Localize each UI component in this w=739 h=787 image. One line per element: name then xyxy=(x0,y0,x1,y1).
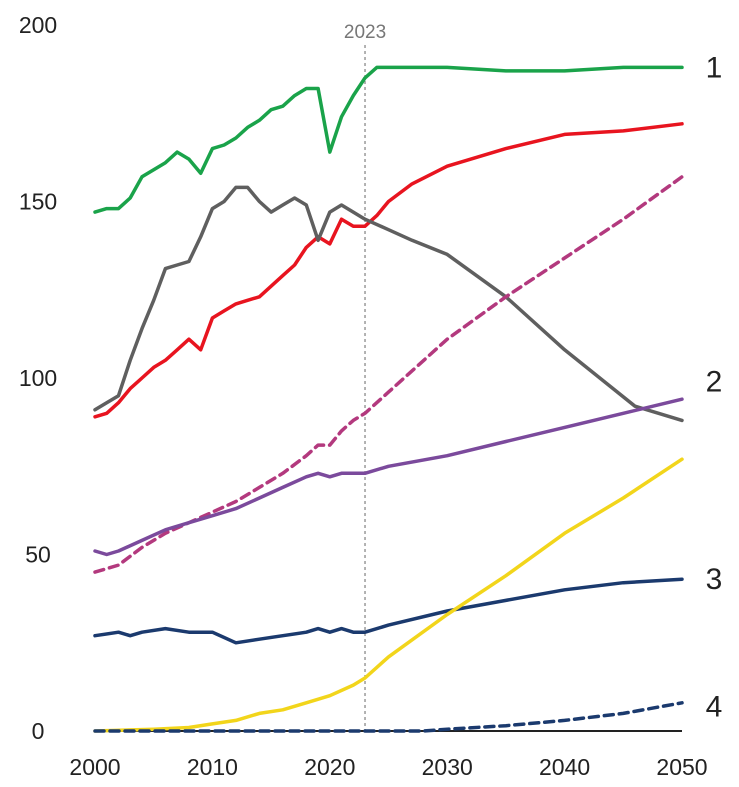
y-tick-label: 50 xyxy=(25,542,51,568)
series-line-1 xyxy=(93,65,684,214)
series-line-8 xyxy=(93,701,684,733)
series-layer xyxy=(93,65,684,733)
series-line-7 xyxy=(93,457,684,733)
x-tick-label: 2050 xyxy=(656,754,707,780)
series-end-label: 1 xyxy=(706,51,723,84)
y-tick-label: 0 xyxy=(32,718,45,744)
series-line-3 xyxy=(93,185,684,423)
x-tick-label: 2030 xyxy=(422,754,473,780)
x-tick-label: 2020 xyxy=(304,754,355,780)
series-end-label: 2 xyxy=(706,366,723,399)
series-line-2 xyxy=(93,122,684,419)
y-tick-label: 100 xyxy=(19,365,57,391)
series-line-6 xyxy=(93,577,684,645)
labels-layer: 1 2 3 4 xyxy=(706,51,723,723)
x-tick-label: 2010 xyxy=(187,754,238,780)
series-line-5 xyxy=(93,397,684,557)
series-end-label: 4 xyxy=(706,690,723,723)
reference-line-label: 2023 xyxy=(344,22,386,43)
y-tick-label: 200 xyxy=(19,12,57,38)
y-tick-label: 150 xyxy=(19,189,57,215)
series-line-4 xyxy=(93,175,684,574)
series-end-label: 3 xyxy=(706,563,723,596)
x-tick-label: 2000 xyxy=(69,754,120,780)
x-tick-label: 2040 xyxy=(539,754,590,780)
chart-axes: 0 50 100 150 200 2000 2010 2020 2030 2040 2050 2023 xyxy=(19,12,708,780)
